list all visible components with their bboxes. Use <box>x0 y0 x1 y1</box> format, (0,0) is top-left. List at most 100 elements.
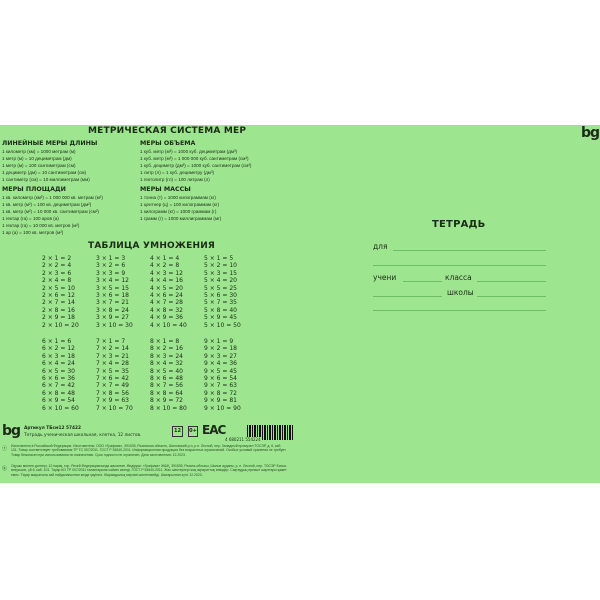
conversion-line: 1 километр (км) = 1000 метрам (м) <box>2 149 76 154</box>
conversion-line: 1 ар (а) = 100 кв. метров (м²) <box>2 230 64 235</box>
student-label: учени <box>373 273 397 282</box>
class-label: класса <box>445 273 472 282</box>
multiplication-row: 3 × 4 = 12 <box>96 277 129 285</box>
multiplication-row: 4 × 3 = 12 <box>150 269 183 277</box>
conversion-line: 1 килограмм (кг) = 1000 граммам (г) <box>140 209 217 214</box>
multiplication-row: 4 × 10 = 40 <box>150 321 187 329</box>
multiplication-row: 7 × 10 = 70 <box>96 404 133 412</box>
length-title: ЛИНЕЙНЫЕ МЕРЫ ДЛИНЫ <box>2 140 98 147</box>
multiplication-row: 9 × 10 = 90 <box>204 404 241 412</box>
student-line[interactable] <box>403 281 442 282</box>
conversion-line: 1 кв. метр (м²) = 100 кв. дециметрам (дм… <box>2 202 92 207</box>
school-label: школы <box>447 288 474 297</box>
multiplication-row: 8 × 2 = 16 <box>150 345 183 353</box>
multiplication-row: 5 × 6 = 30 <box>204 292 237 300</box>
multiplication-row: 4 × 2 = 8 <box>150 262 180 270</box>
multiplication-row: 6 × 10 = 60 <box>42 404 79 412</box>
multiplication-row: 4 × 9 = 36 <box>150 314 183 322</box>
multiplication-row: 7 × 8 = 56 <box>96 389 129 397</box>
multiplication-row: 6 × 2 = 12 <box>42 345 75 353</box>
multiplication-row: 6 × 1 = 6 <box>42 338 72 345</box>
multiplication-row: 8 × 1 = 8 <box>150 338 180 345</box>
mass-title: МЕРЫ МАССЫ <box>140 186 191 193</box>
multiplication-row: 3 × 7 = 21 <box>96 299 129 307</box>
multiplication-row: 2 × 6 = 12 <box>42 292 75 300</box>
multiplication-row: 4 × 4 = 16 <box>150 277 183 285</box>
multiplication-row: 8 × 5 = 40 <box>150 367 183 375</box>
barcode <box>247 425 293 440</box>
extra-line[interactable] <box>373 310 546 311</box>
multiplication-row: 6 × 5 = 30 <box>42 367 75 375</box>
info-icon-kz: ⓚ <box>2 466 8 472</box>
multiplication-row: 9 × 7 = 63 <box>204 382 237 390</box>
multiplication-row: 2 × 7 = 14 <box>42 299 75 307</box>
multiplication-row: 8 × 4 = 32 <box>150 360 183 368</box>
multiplication-row: 5 × 3 = 15 <box>204 269 237 277</box>
multiplication-row: 5 × 4 = 20 <box>204 277 237 285</box>
multiplication-title: ТАБЛИЦА УМНОЖЕНИЯ <box>88 241 216 251</box>
conversion-line: 1 куб. метр (м³) = 1 000 000 куб. сантим… <box>140 156 249 161</box>
conversion-line: 1 метр (м) = 10 дециметрам (дм) <box>2 156 72 161</box>
multiplication-row: 9 × 9 = 81 <box>204 397 237 405</box>
multiplication-row: 2 × 2 = 4 <box>42 262 72 270</box>
multiplication-row: 7 × 5 = 35 <box>96 367 129 375</box>
multiplication-row: 5 × 9 = 45 <box>204 314 237 322</box>
product-description: Тетрадь ученическая школьная, клетка, 12… <box>24 433 142 438</box>
conversion-line: 1 грамм (г) = 1000 миллиграммам (мг) <box>140 216 222 221</box>
multiplication-row: 5 × 1 = 5 <box>204 255 234 262</box>
conversion-line: 1 сантиметр (см) = 10 миллиметрам (мм) <box>2 177 90 182</box>
multiplication-row: 7 × 2 = 14 <box>96 345 129 353</box>
for-line-2[interactable] <box>373 265 546 266</box>
conversion-line: 1 гектолитр (гл) = 100 литрам (л) <box>140 177 210 182</box>
multiplication-row: 9 × 3 = 27 <box>204 352 237 360</box>
school-line[interactable] <box>477 296 546 297</box>
age-badge: 0+ <box>188 426 198 437</box>
area-list: 1 кв. километр (км²) = 1 000 000 кв. мет… <box>2 194 103 236</box>
multiplication-row: 4 × 8 = 32 <box>150 306 183 314</box>
multiplication-row: 6 × 9 = 54 <box>42 397 75 405</box>
multiplication-row: 7 × 1 = 7 <box>96 338 126 345</box>
multiplication-row: 7 × 4 = 28 <box>96 360 129 368</box>
multiplication-row: 8 × 6 = 48 <box>150 375 183 383</box>
eac-mark: EAC <box>202 423 226 437</box>
multiplication-row: 6 × 8 = 48 <box>42 389 75 397</box>
multiplication-row: 4 × 5 = 20 <box>150 284 183 292</box>
multiplication-row: 9 × 8 = 72 <box>204 389 237 397</box>
mass-list: 1 тонна (т) = 1000 килограммам (кг) 1 цен… <box>140 194 221 222</box>
multiplication-row: 5 × 2 = 10 <box>204 262 237 270</box>
multiplication-row: 8 × 10 = 80 <box>150 404 187 412</box>
sheets-badge: 12 <box>172 426 183 437</box>
multiplication-row: 8 × 9 = 72 <box>150 397 183 405</box>
multiplication-row: 2 × 1 = 2 <box>42 255 72 262</box>
multiplication-row: 9 × 2 = 18 <box>204 345 237 353</box>
multiplication-row: 7 × 6 = 42 <box>96 375 129 383</box>
notebook-title: ТЕТРАДЬ <box>432 219 486 230</box>
multiplication-row: 4 × 1 = 4 <box>150 255 180 262</box>
multiplication-row: 5 × 5 = 25 <box>204 284 237 292</box>
metric-title: МЕТРИЧЕСКАЯ СИСТЕМА МЕР <box>88 126 247 136</box>
conversion-line: 1 метр (м) = 100 сантиметрам (см) <box>2 163 76 168</box>
class-line[interactable] <box>477 281 546 282</box>
multiplication-row: 9 × 6 = 54 <box>204 375 237 383</box>
conversion-line: 1 литр (л) = 1 куб. дециметру (дм³) <box>140 170 215 175</box>
multiplication-row: 5 × 10 = 50 <box>204 321 241 329</box>
multiplication-row: 5 × 7 = 35 <box>204 299 237 307</box>
brand-logo: bg <box>581 125 600 141</box>
multiplication-row: 2 × 3 = 6 <box>42 269 72 277</box>
multiplication-row: 6 × 7 = 42 <box>42 382 75 390</box>
for-line[interactable] <box>393 250 546 251</box>
footer-logo: bg <box>2 423 21 439</box>
multiplication-row: 9 × 1 = 9 <box>204 338 234 345</box>
multiplication-row: 4 × 7 = 28 <box>150 299 183 307</box>
conversion-line: 1 кв. километр (км²) = 1 000 000 кв. мет… <box>2 195 103 200</box>
volume-list: 1 куб. метр (м³) = 1000 куб. дециметрам … <box>140 148 251 183</box>
school-number-line[interactable] <box>373 296 442 297</box>
multiplication-row: 8 × 3 = 24 <box>150 352 183 360</box>
multiplication-row: 7 × 9 = 63 <box>96 397 129 405</box>
